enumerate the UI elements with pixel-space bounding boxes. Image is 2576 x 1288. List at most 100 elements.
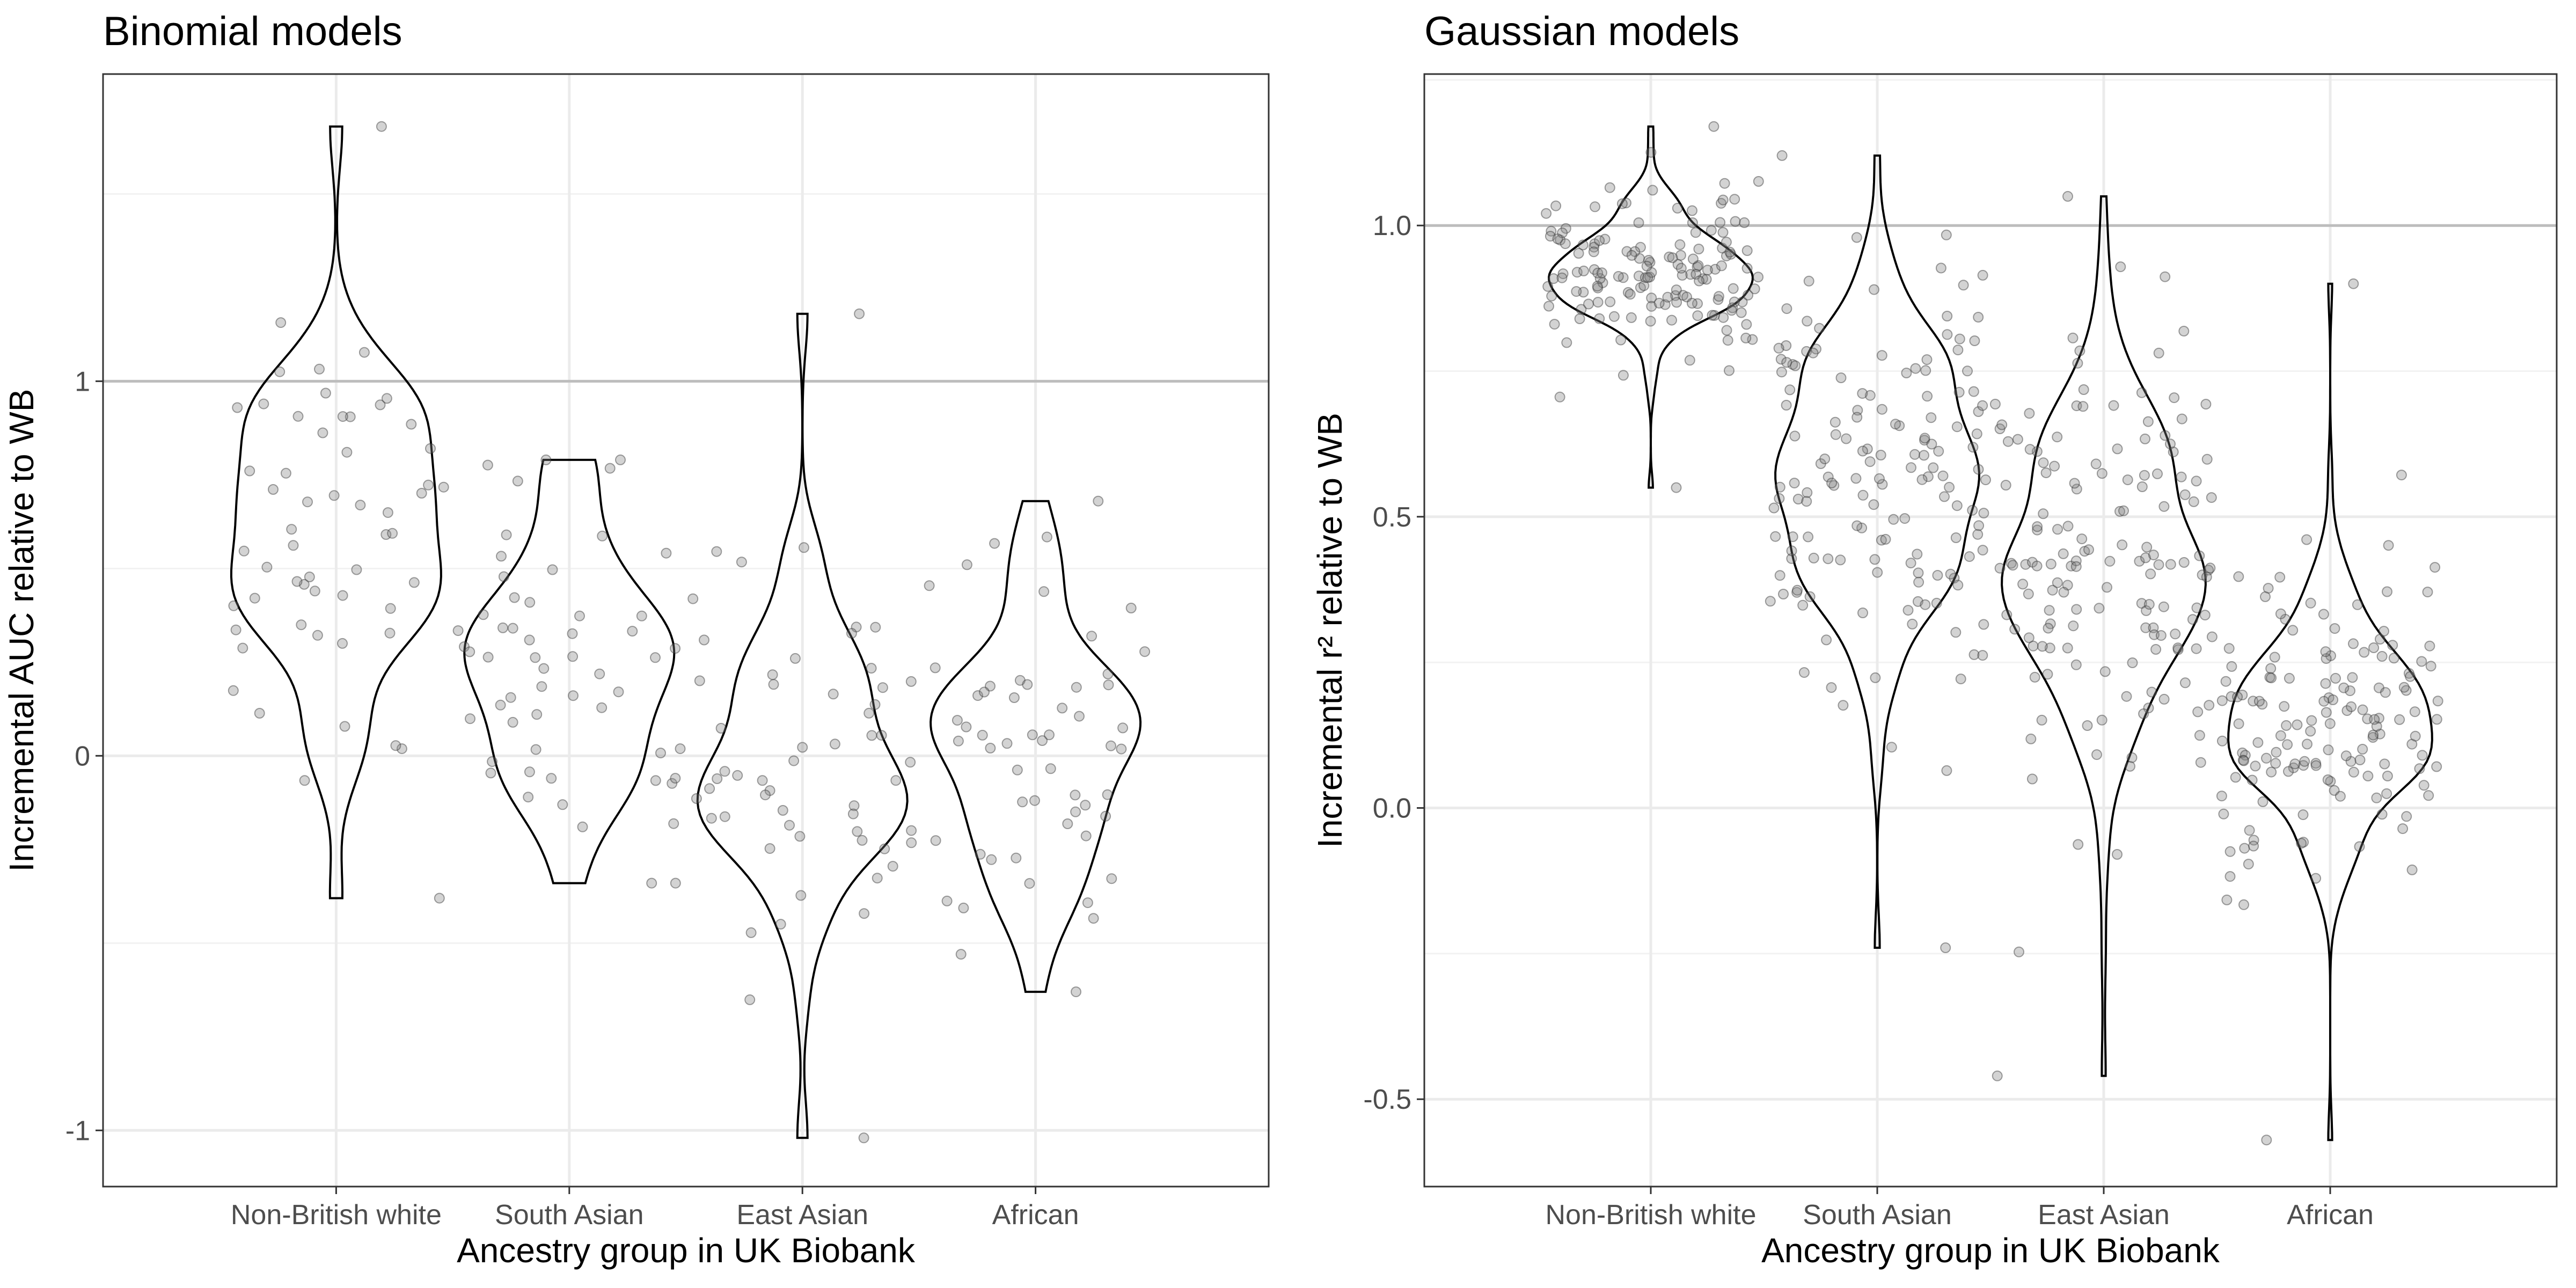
data-point (1922, 471, 1934, 482)
data-point (1807, 347, 1819, 358)
data-point (1977, 545, 1988, 556)
data-point (1967, 504, 1978, 516)
data-point (1038, 586, 1050, 597)
data-point (358, 347, 370, 358)
data-point (1811, 343, 1821, 355)
data-point (597, 530, 608, 541)
data-point (2007, 560, 2018, 571)
data-point (1945, 568, 1956, 580)
data-point (1701, 274, 1712, 285)
data-point (524, 766, 535, 778)
data-point (1951, 500, 1963, 511)
data-point (1877, 479, 1888, 490)
data-point (719, 766, 730, 777)
data-point (1713, 291, 1724, 302)
data-point (1955, 674, 1966, 685)
data-point (2284, 672, 2295, 684)
data-point (568, 690, 579, 701)
data-point (1100, 810, 1111, 822)
data-point (2028, 640, 2039, 652)
data-point (1743, 289, 1754, 301)
panel-title: Gaussian models (1424, 9, 1739, 54)
data-point (1719, 178, 1730, 189)
data-point (1768, 502, 1780, 514)
data-point (2279, 701, 2290, 712)
data-point (1730, 216, 1741, 227)
data-point (434, 892, 445, 904)
data-point (406, 419, 417, 430)
data-point (975, 848, 986, 860)
data-point (961, 721, 972, 733)
data-point (2232, 691, 2243, 702)
data-point (1829, 416, 1841, 428)
data-point (764, 785, 775, 796)
data-point (1841, 433, 1852, 444)
data-point (1576, 304, 1587, 315)
data-point (1693, 244, 1704, 254)
data-point (1697, 273, 1708, 284)
data-point (505, 692, 516, 703)
data-point (465, 713, 475, 724)
data-point (2165, 559, 2176, 570)
data-point (574, 610, 585, 621)
data-point (1594, 313, 1605, 324)
data-point (1008, 692, 1020, 703)
data-point (1857, 608, 1868, 618)
data-point (2310, 873, 2322, 884)
data-point (1823, 471, 1834, 482)
data-point (1958, 280, 1969, 291)
data-point (1102, 789, 1113, 800)
data-point (1789, 478, 1800, 489)
data-point (482, 652, 494, 663)
data-point (2066, 560, 2077, 572)
data-point (1996, 419, 2008, 430)
data-point (2330, 672, 2341, 684)
data-point (2178, 557, 2190, 568)
x-tick-label: East Asian (2038, 1199, 2170, 1231)
data-point (905, 676, 917, 687)
data-point (1801, 346, 1812, 357)
data-point (530, 744, 541, 755)
data-point (1027, 729, 1038, 741)
data-point (650, 775, 661, 786)
data-point (2224, 846, 2236, 857)
data-point (2068, 620, 2079, 632)
data-point (866, 663, 877, 674)
x-axis-title: Ancestry group in UK Biobank (1761, 1231, 2220, 1270)
data-point (2306, 715, 2317, 726)
data-point (1546, 225, 1557, 237)
data-point (2152, 468, 2163, 479)
data-point (1939, 491, 1950, 502)
data-point (1041, 531, 1052, 543)
y-axis-title: Incremental r² relative to WB (1311, 413, 1349, 848)
data-point (1737, 296, 1748, 308)
data-point (953, 735, 964, 747)
data-point (254, 708, 265, 719)
data-point (777, 805, 788, 816)
data-point (2398, 682, 2410, 693)
data-point (1747, 334, 1758, 345)
data-point (1953, 386, 1965, 398)
data-point (1926, 412, 1937, 423)
data-point (355, 500, 366, 511)
data-point (1798, 667, 1810, 678)
data-point (2282, 739, 2293, 750)
data-point (2083, 544, 2094, 555)
data-point (1944, 481, 1955, 493)
data-point (1973, 312, 1984, 323)
data-point (1664, 251, 1675, 262)
data-point (1857, 388, 1868, 399)
data-point (1577, 239, 1589, 251)
data-point (1578, 265, 1589, 276)
data-point (1775, 354, 1787, 365)
data-point (2243, 859, 2254, 870)
x-tick-label: Non-British white (231, 1199, 442, 1231)
data-point (487, 756, 498, 767)
data-point (2052, 431, 2063, 443)
data-point (1713, 294, 1724, 305)
data-point (1926, 438, 1937, 450)
data-point (2000, 480, 2011, 491)
data-point (2270, 758, 2281, 769)
data-point (1774, 570, 1785, 581)
data-point (1852, 405, 1863, 416)
